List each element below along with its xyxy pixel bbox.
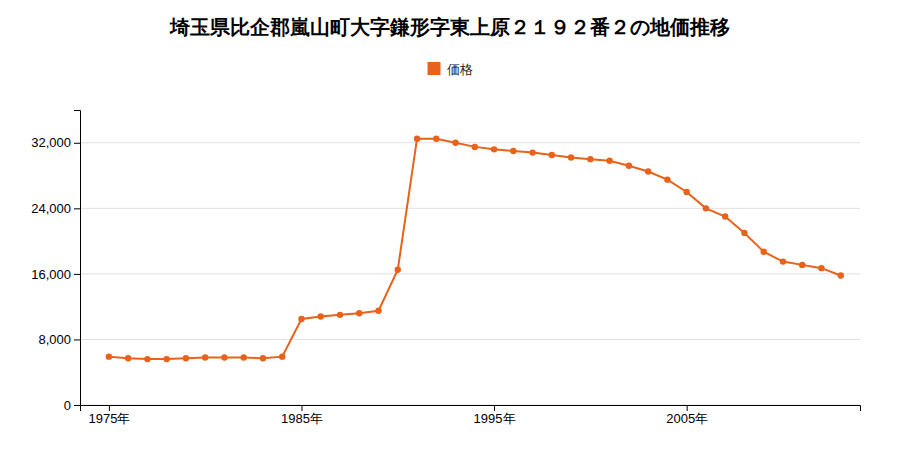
point [298, 316, 304, 322]
y-tick-label: 24,000 [31, 201, 71, 216]
point [356, 310, 362, 316]
point [818, 265, 824, 271]
plot-area: 1975年 1985年 1995年 2005年 0 8,000 16,000 24,000 32… [31, 111, 860, 427]
point [780, 258, 786, 264]
legend-item: 価格 [428, 62, 473, 77]
point [491, 146, 497, 152]
x-tick-label: 2005年 [666, 411, 708, 426]
point [761, 249, 767, 255]
point [433, 135, 439, 141]
legend-swatch [428, 62, 441, 75]
point [414, 135, 420, 141]
y-tick-label: 0 [64, 398, 71, 413]
point [683, 189, 689, 195]
x-axis: 1975年 1985年 1995年 2005年 [81, 405, 861, 426]
x-axis-line [81, 406, 861, 412]
y-tick-label: 32,000 [31, 135, 71, 150]
point [202, 354, 208, 360]
line [109, 139, 841, 359]
point [838, 272, 844, 278]
point [241, 354, 247, 360]
y-axis: 0 8,000 16,000 24,000 32,000 [31, 111, 80, 413]
legend-label: 価格 [447, 62, 473, 77]
point [472, 144, 478, 150]
x-tick-label: 1995年 [474, 411, 516, 426]
point [799, 262, 805, 268]
point [395, 267, 401, 273]
point [318, 313, 324, 319]
point [510, 148, 516, 154]
x-tick: 1995年 [474, 405, 516, 426]
point [125, 355, 131, 361]
grid-line [80, 273, 860, 274]
y-axis-line [74, 111, 81, 406]
point [375, 308, 381, 314]
point [741, 230, 747, 236]
title: 埼玉県比企郡嵐山町大字鎌形字東上原２１９２番２の地価推移 [169, 15, 730, 39]
y-tick-mark [74, 143, 80, 144]
point [106, 353, 112, 359]
point [626, 163, 632, 169]
y-tick: 8,000 [38, 332, 80, 347]
point [221, 354, 227, 360]
x-tick: 1975年 [88, 405, 130, 426]
point [664, 176, 670, 182]
y-tick-label: 8,000 [38, 332, 71, 347]
y-tick-label: 16,000 [31, 267, 71, 282]
x-tick-label: 1975年 [88, 411, 130, 426]
point [529, 149, 535, 155]
marks [106, 135, 844, 362]
legend: 価格 [428, 62, 473, 77]
point [645, 168, 651, 174]
grid-line [80, 142, 860, 143]
x-tick-mark [494, 405, 495, 411]
y-tick: 0 [64, 398, 80, 413]
point [337, 312, 343, 318]
x-tick: 2005年 [666, 405, 708, 426]
y-tick: 16,000 [31, 267, 80, 282]
y-tick-mark [74, 208, 80, 209]
point [260, 355, 266, 361]
point [587, 156, 593, 162]
chart: 埼玉県比企郡嵐山町大字鎌形字東上原２１９２番２の地価推移1975年1985年19… [0, 0, 900, 450]
point [606, 158, 612, 164]
point [549, 152, 555, 158]
y-tick-mark [74, 405, 80, 406]
point [452, 140, 458, 146]
grid-line [80, 208, 860, 209]
y-tick: 32,000 [31, 135, 80, 150]
grid-line [80, 339, 860, 340]
x-tick-mark [109, 405, 110, 411]
x-tick: 1985年 [281, 405, 323, 426]
point [279, 353, 285, 359]
point [183, 355, 189, 361]
point [144, 356, 150, 362]
x-tick-mark [687, 405, 688, 411]
point [568, 154, 574, 160]
y-tick: 24,000 [31, 201, 80, 216]
x-tick-label: 1985年 [281, 411, 323, 426]
y-tick-mark [74, 274, 80, 275]
x-tick-mark [301, 405, 302, 411]
point [722, 213, 728, 219]
grid [80, 143, 860, 405]
y-tick-mark [74, 339, 80, 340]
point [163, 356, 169, 362]
point [703, 205, 709, 211]
